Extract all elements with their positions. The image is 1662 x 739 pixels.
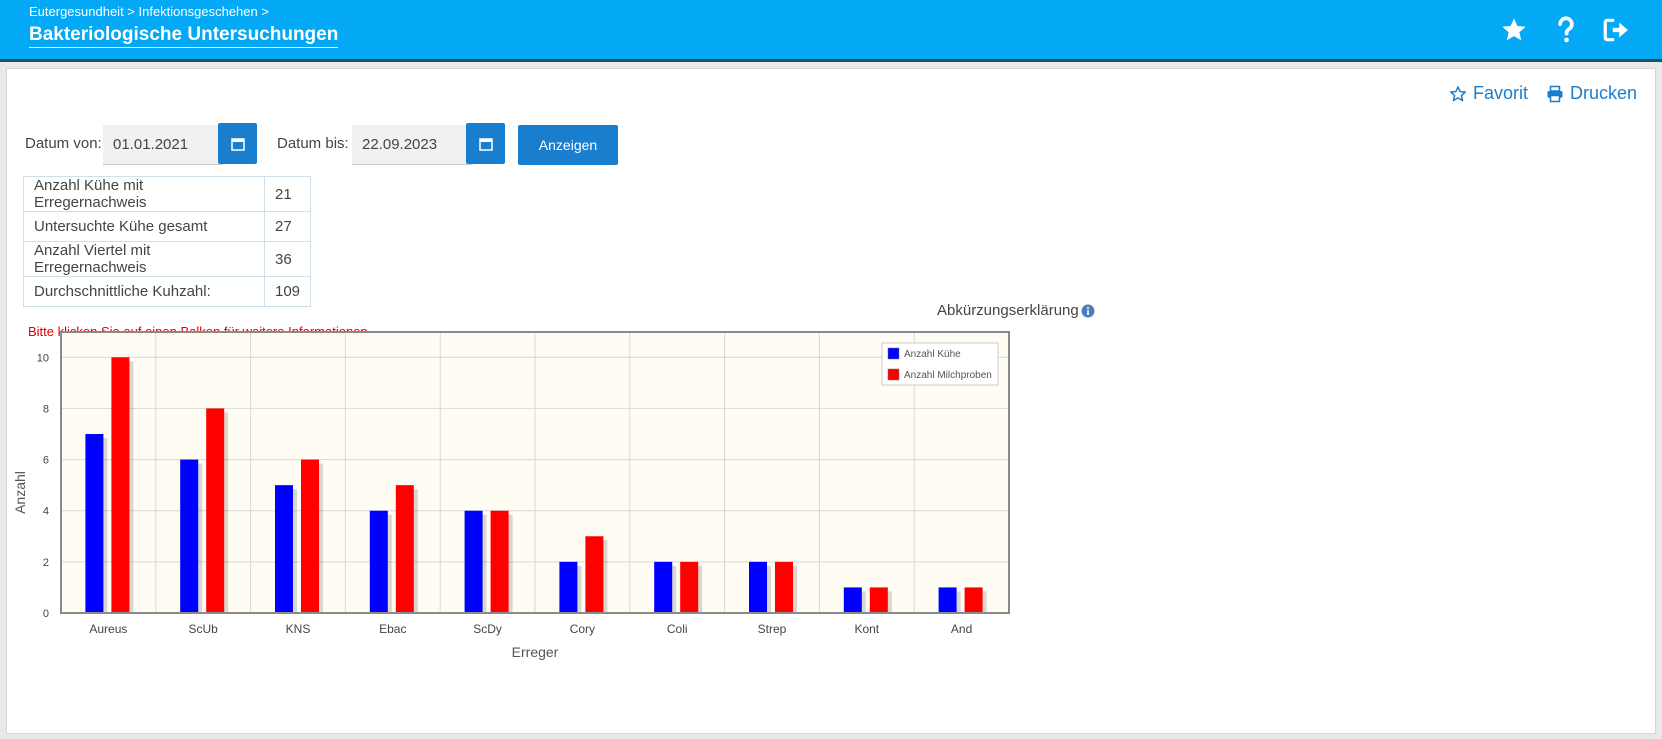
bar[interactable] [654,561,673,613]
x-tick-label: Ebac [379,622,406,636]
bar[interactable] [369,510,388,613]
bar[interactable] [775,561,793,613]
help-icon[interactable] [1550,14,1582,46]
show-button[interactable]: Anzeigen [518,125,618,165]
date-to-label: Datum bis: [277,135,349,152]
table-row: Anzahl Viertel mit Erregernachweis 36 [23,241,312,277]
printer-icon [1547,85,1563,102]
page-actions: Favorit Drucken [1449,83,1637,104]
bar-chart: 0 2 4 6 8 10 Aureus ScUb KNS Ebac ScDy Cory Coli Stre… [12,331,1010,660]
y-tick-label: 0 [43,608,49,620]
bar[interactable] [180,459,199,613]
x-tick-label: Coli [667,622,688,636]
legend-label: Anzahl Kühe [904,349,961,360]
x-tick-label: ScUb [189,622,219,636]
x-axis-title: Erreger [512,644,559,660]
stats-label: Durchschnittliche Kuhzahl: [23,276,265,307]
y-axis-title: Anzahl [12,471,28,514]
star-icon[interactable] [1498,14,1530,46]
plot-border [60,331,1010,614]
bar[interactable] [464,510,483,613]
bar[interactable] [938,587,957,613]
bar[interactable] [869,587,888,613]
x-tick-label: Strep [758,622,787,636]
calendar-icon [230,137,245,151]
stats-label: Anzahl Viertel mit Erregernachweis [23,241,265,277]
y-tick-label: 8 [43,403,49,415]
date-from-calendar-button[interactable] [218,123,257,164]
x-tick-label: ScDy [473,622,502,636]
stats-label: Untersuchte Kühe gesamt [23,211,265,242]
page-title[interactable]: Bakteriologische Untersuchungen [29,24,339,48]
table-row: Durchschnittliche Kuhzahl: 109 [23,276,312,307]
table-row: Anzahl Kühe mit Erregernachweis 21 [23,176,312,212]
star-outline-icon [1449,85,1466,101]
logout-icon[interactable] [1600,14,1632,46]
bar[interactable] [680,561,699,613]
y-tick-label: 2 [43,557,49,569]
y-tick-label: 10 [37,352,49,364]
date-to-input[interactable] [352,125,472,165]
bar[interactable] [85,434,104,613]
date-to-calendar-button[interactable] [466,123,505,164]
stats-value: 109 [263,276,312,307]
y-tick-label: 4 [43,506,49,518]
favorite-label: Favorit [1472,83,1528,103]
x-tick-label: Kont [854,622,879,636]
stats-value: 21 [263,176,312,212]
favorite-link[interactable]: Favorit [1449,83,1528,104]
stats-table: Anzahl Kühe mit Erregernachweis 21 Unter… [23,176,312,307]
info-icon [1081,304,1095,317]
x-tick-label: Aureus [89,622,127,636]
bar[interactable] [749,561,767,613]
bar[interactable] [395,485,414,613]
date-from-label: Datum von: [25,135,102,152]
stats-value: 36 [263,241,312,277]
legend-swatch [887,368,900,381]
x-tick-label: KNS [286,622,311,636]
top-bar: Eutergesundheit > Infektionsgeschehen > … [0,0,1662,62]
x-tick-label: Cory [570,622,595,636]
content-panel: Favorit Drucken Datum von: Datum bis: An… [6,68,1656,734]
bar[interactable] [275,485,293,613]
abbreviation-label: Abkürzungserklärung [937,302,1079,319]
abbreviation-link[interactable]: Abkürzungserklärung [937,302,1095,319]
legend-label: Anzahl Milchproben [904,370,992,381]
bar[interactable] [111,357,130,613]
legend-swatch [887,347,900,360]
table-row: Untersuchte Kühe gesamt 27 [23,211,312,242]
print-link[interactable]: Drucken [1546,83,1637,104]
date-from-input[interactable] [103,125,223,165]
bar[interactable] [843,587,862,613]
bar[interactable] [964,587,983,613]
print-label: Drucken [1569,83,1637,103]
bar[interactable] [206,408,225,613]
breadcrumb[interactable]: Eutergesundheit > Infektionsgeschehen > [29,4,269,19]
bar[interactable] [301,459,319,613]
calendar-icon [478,137,493,151]
bar[interactable] [559,561,578,613]
bar[interactable] [585,536,604,613]
x-tick-label: And [951,622,972,636]
bar[interactable] [490,510,509,613]
legend [881,342,999,386]
y-tick-label: 6 [43,455,49,467]
